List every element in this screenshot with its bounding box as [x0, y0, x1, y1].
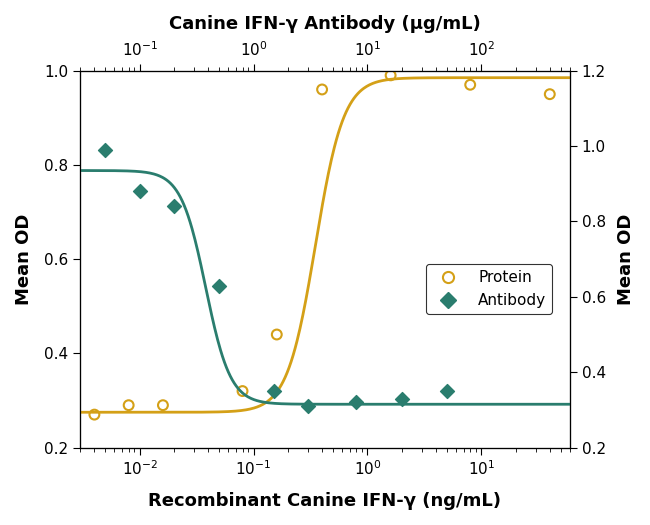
Point	[442, 387, 452, 395]
Point	[135, 187, 145, 195]
Point	[89, 411, 99, 419]
Legend: Protein, Antibody: Protein, Antibody	[426, 265, 552, 314]
Point	[545, 90, 555, 98]
Point	[169, 202, 179, 211]
Point	[214, 281, 224, 290]
Point	[100, 145, 110, 154]
Point	[21, 153, 31, 162]
Point	[385, 71, 396, 79]
Y-axis label: Mean OD: Mean OD	[617, 214, 635, 305]
X-axis label: Canine IFN-γ Antibody (μg/mL): Canine IFN-γ Antibody (μg/mL)	[169, 15, 481, 33]
Point	[268, 387, 279, 395]
Point	[124, 401, 134, 410]
Point	[158, 401, 168, 410]
Point	[237, 387, 248, 395]
X-axis label: Recombinant Canine IFN-γ (ng/mL): Recombinant Canine IFN-γ (ng/mL)	[148, 492, 502, 510]
Point	[351, 398, 361, 406]
Y-axis label: Mean OD: Mean OD	[15, 214, 33, 305]
Point	[272, 330, 282, 339]
Point	[396, 394, 407, 403]
Point	[465, 80, 475, 89]
Point	[303, 402, 313, 411]
Point	[317, 85, 328, 93]
